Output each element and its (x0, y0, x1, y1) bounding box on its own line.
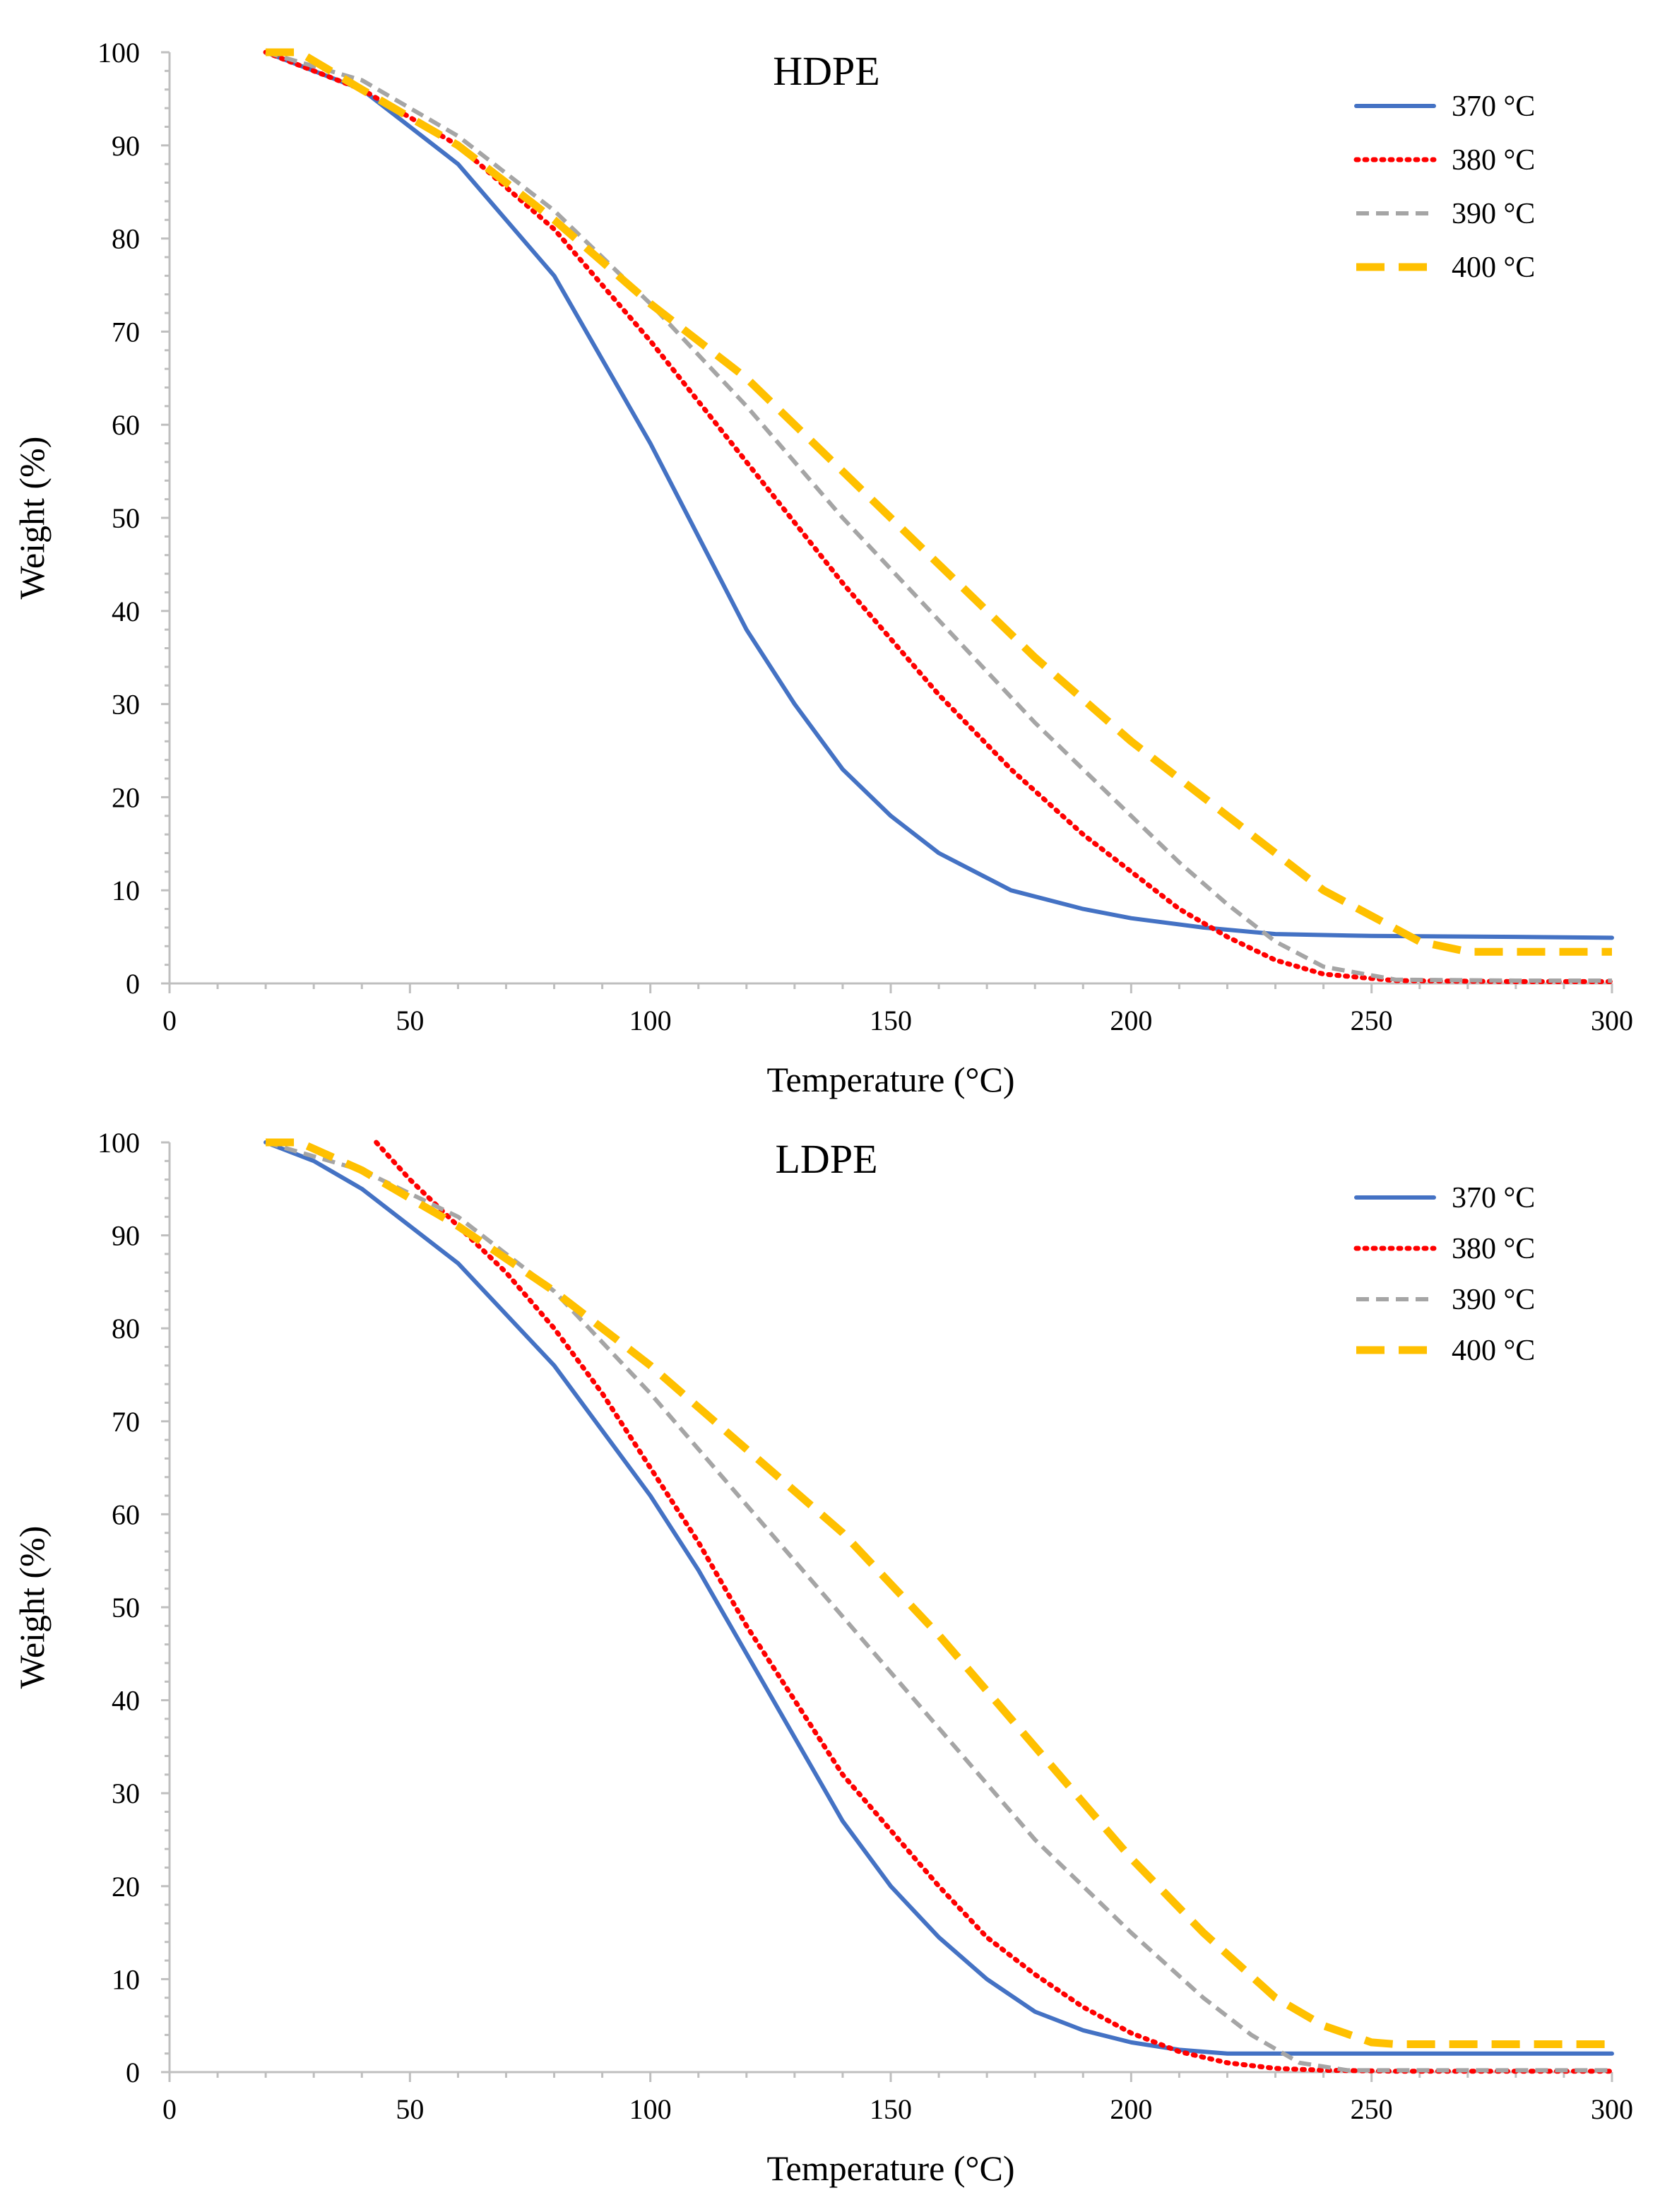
chart-2-x-tick-label: 0 (162, 2093, 177, 2125)
chart-1-x-tick-label: 150 (870, 1005, 912, 1036)
chart-2-y-tick-label: 40 (112, 1685, 140, 1717)
chart-2-x-axis-label: Temperature (°C) (766, 2148, 1014, 2188)
chart-1-y-tick-label: 20 (112, 781, 140, 813)
chart-1-y-axis-label: Weight (%) (12, 437, 52, 600)
chart-1-x-tick-label: 250 (1351, 1005, 1393, 1036)
chart-2-y-tick-label: 0 (126, 2057, 140, 2088)
chart-2-series-line-390 (265, 1140, 1612, 2073)
chart-2-y-tick-label: 50 (112, 1592, 140, 1623)
chart-2-y-axis-label: Weight (%) (12, 1526, 52, 1689)
chart-1-title: HDPE (773, 48, 879, 94)
chart-2-y-tick-label: 90 (112, 1220, 140, 1252)
chart-2-x-tick-label: 100 (629, 2093, 672, 2125)
chart-1-y-tick-label: 30 (112, 689, 140, 721)
chart-1-series-line-370 (263, 50, 1614, 940)
chart-1-y-tick-label: 60 (112, 409, 140, 441)
chart-1-y-tick-label: 90 (112, 130, 140, 162)
chart-1-y-tick-label: 40 (112, 596, 140, 627)
chart-2-x-tick-label: 150 (870, 2093, 912, 2125)
chart-1-legend-label-400: 400 °C (1452, 252, 1535, 284)
chart-2-x-tick-label: 200 (1110, 2093, 1152, 2125)
chart-2-x-tick-label: 50 (396, 2093, 424, 2125)
chart-2-legend-label-370: 370 °C (1452, 1182, 1535, 1214)
chart-1-x-tick-label: 200 (1110, 1005, 1152, 1036)
chart-2-series-line-370 (263, 1140, 1614, 2056)
chart-1-y-tick-label: 80 (112, 223, 140, 255)
chart-1-y-tick-label: 70 (112, 316, 140, 348)
chart-2-series-line-400 (266, 1138, 1612, 2048)
chart-2-legend-label-400: 400 °C (1452, 1335, 1535, 1367)
chart-2-title: LDPE (776, 1136, 878, 1182)
chart-1-legend-label-370: 370 °C (1452, 90, 1535, 123)
chart-2-x-tick-label: 300 (1591, 2093, 1633, 2125)
chart-2-y-tick-label: 20 (112, 1871, 140, 1903)
chart-2-legend-label-390: 390 °C (1452, 1284, 1535, 1316)
chart-1-x-tick-label: 50 (396, 1005, 424, 1036)
chart-2-y-tick-label: 30 (112, 1778, 140, 1809)
chart-1-y-tick-label: 10 (112, 875, 140, 906)
chart-1-legend-label-390: 390 °C (1452, 198, 1535, 230)
chart-2-y-tick-label: 100 (97, 1127, 140, 1159)
chart-1-x-tick-label: 0 (162, 1005, 177, 1036)
chart-1-y-tick-label: 0 (126, 968, 140, 1000)
chart-1-series-line-390 (265, 50, 1612, 983)
chart-2-series-line-380 (374, 1140, 1615, 2074)
chart-1-x-tick-label: 300 (1591, 1005, 1633, 1036)
chart-2-y-tick-label: 80 (112, 1313, 140, 1344)
chart-2-y-tick-label: 10 (112, 1963, 140, 1995)
chart-2-x-tick-label: 250 (1351, 2093, 1393, 2125)
chart-1-legend-label-380: 380 °C (1452, 144, 1535, 177)
chart-2-y-tick-label: 60 (112, 1498, 140, 1530)
chart-1-x-axis-label: Temperature (°C) (766, 1060, 1014, 1099)
chart-1-y-tick-label: 100 (97, 37, 140, 69)
chart-1-series-line-380 (263, 49, 1615, 984)
chart-1-x-tick-label: 100 (629, 1005, 672, 1036)
chart-2-legend-label-380: 380 °C (1452, 1233, 1535, 1265)
chart-2-y-tick-label: 70 (112, 1406, 140, 1438)
chart-1-y-tick-label: 50 (112, 502, 140, 534)
chart-1-series-line-400 (266, 48, 1612, 956)
